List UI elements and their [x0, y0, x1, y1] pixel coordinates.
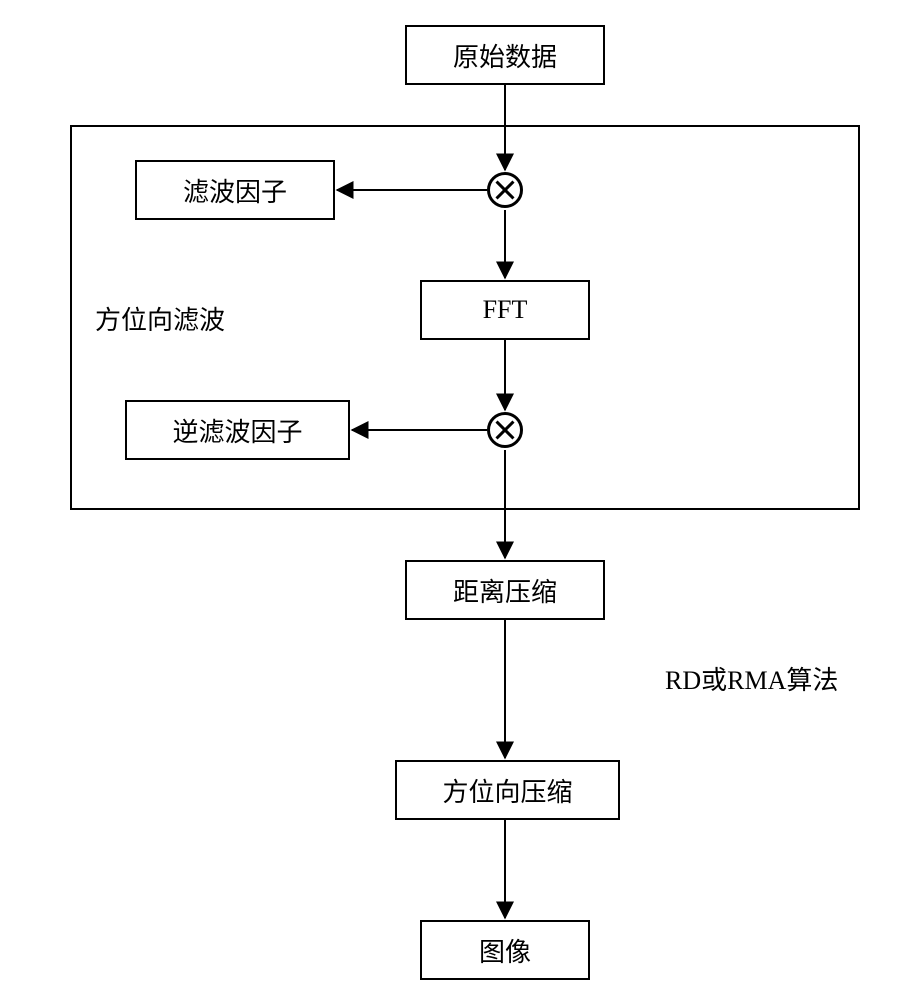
multiply-icon — [487, 172, 523, 208]
flowchart-canvas: 原始数据 滤波因子 FFT 逆滤波因子 距离压缩 方位向压缩 图像 方位向滤波 … — [0, 0, 919, 1005]
group-label: 方位向滤波 — [95, 300, 225, 337]
node-range-compression: 距离压缩 — [405, 560, 605, 620]
multiply-icon — [487, 412, 523, 448]
label-text: RD或RMA算法 — [665, 666, 838, 695]
node-fft: FFT — [420, 280, 590, 340]
node-label: 逆滤波因子 — [172, 412, 302, 449]
algorithm-label: RD或RMA算法 — [665, 660, 838, 697]
node-label: 图像 — [479, 932, 531, 969]
node-azimuth-compression: 方位向压缩 — [395, 760, 620, 820]
node-label: 距离压缩 — [453, 572, 557, 609]
node-filter-factor: 滤波因子 — [135, 160, 335, 220]
node-label: 原始数据 — [453, 37, 557, 74]
node-label: 滤波因子 — [183, 172, 287, 209]
label-text: 方位向滤波 — [95, 306, 225, 335]
node-image: 图像 — [420, 920, 590, 980]
node-label: 方位向压缩 — [442, 772, 572, 809]
node-raw-data: 原始数据 — [405, 25, 605, 85]
node-label: FFT — [483, 295, 528, 325]
node-inverse-filter-factor: 逆滤波因子 — [125, 400, 350, 460]
